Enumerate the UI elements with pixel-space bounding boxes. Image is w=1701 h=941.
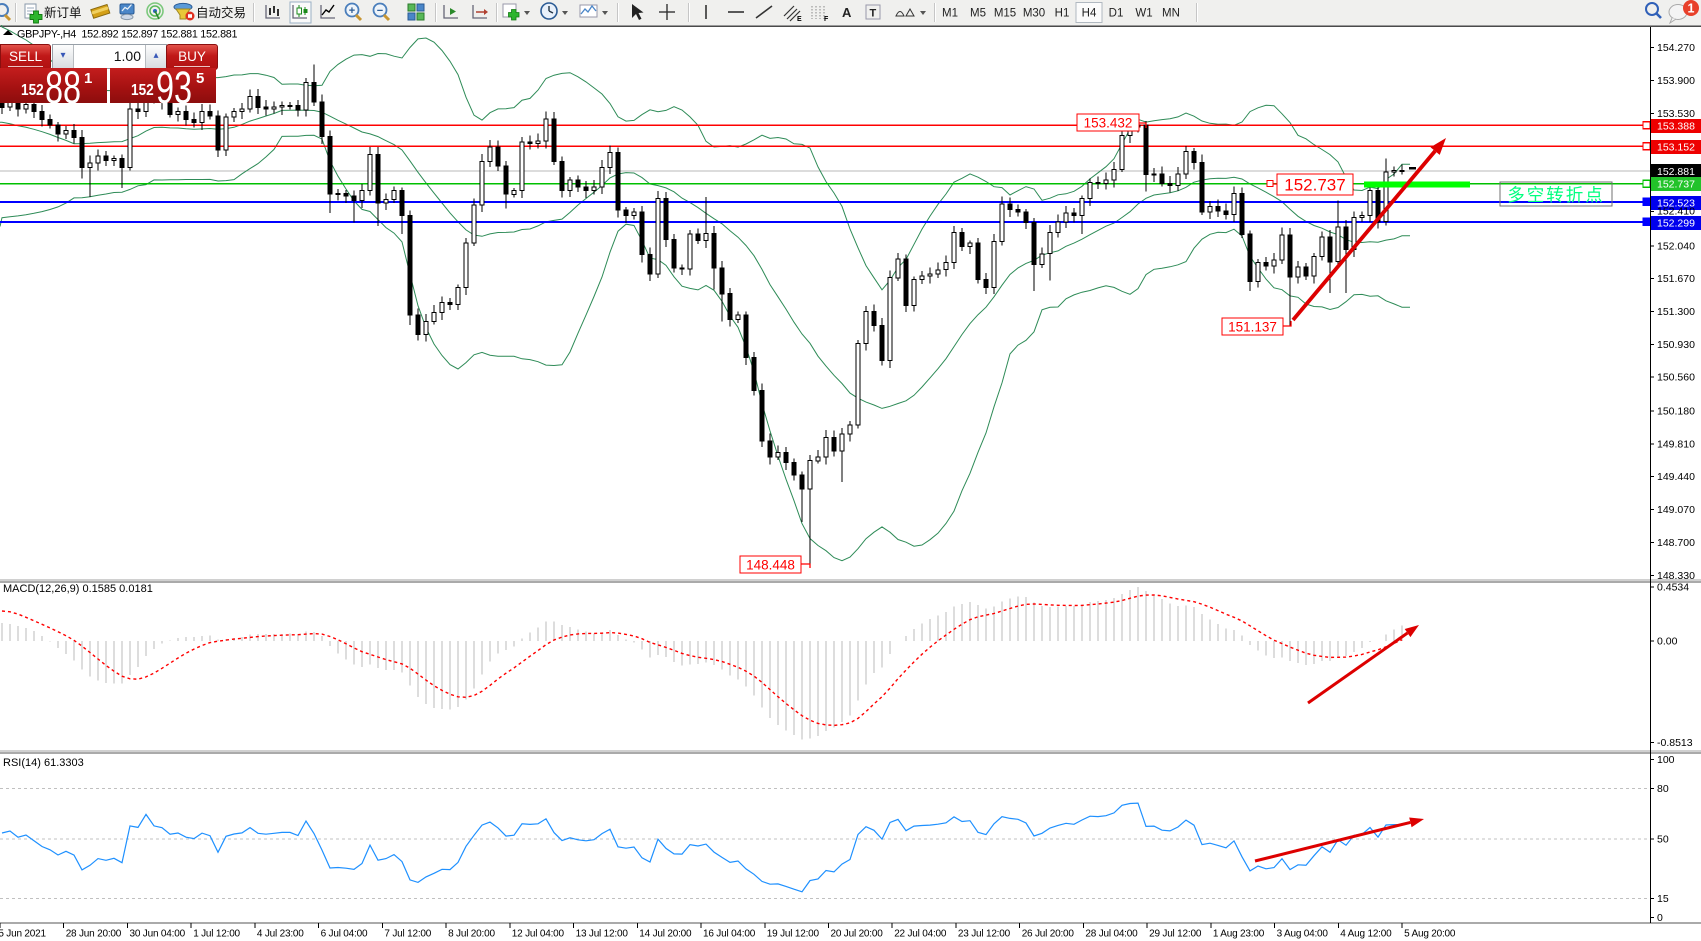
svg-text:154.270: 154.270 — [1657, 42, 1695, 54]
svg-text:153.152: 153.152 — [1657, 142, 1695, 154]
svg-text:29 Jul 12:00: 29 Jul 12:00 — [1149, 929, 1202, 940]
svg-text:19 Jul 12:00: 19 Jul 12:00 — [767, 929, 820, 940]
svg-text:15: 15 — [1657, 893, 1669, 905]
svg-text:H1: H1 — [1055, 8, 1070, 20]
svg-text:30 Jun 04:00: 30 Jun 04:00 — [130, 929, 186, 940]
svg-text:D1: D1 — [1109, 8, 1124, 20]
svg-text:M5: M5 — [970, 8, 986, 20]
svg-text:新订单: 新订单 — [44, 5, 82, 20]
svg-text:6 Jul 04:00: 6 Jul 04:00 — [321, 929, 368, 940]
svg-text:152.410: 152.410 — [1657, 206, 1695, 218]
svg-text:50: 50 — [1657, 834, 1669, 846]
svg-text:150.560: 150.560 — [1657, 372, 1695, 384]
svg-text:152.040: 152.040 — [1657, 240, 1695, 252]
svg-text:7 Jul 12:00: 7 Jul 12:00 — [384, 929, 431, 940]
svg-text:152.881: 152.881 — [1657, 166, 1695, 178]
svg-text:100: 100 — [1657, 754, 1675, 766]
svg-text:1: 1 — [1688, 2, 1695, 16]
svg-text:153.900: 153.900 — [1657, 75, 1695, 87]
svg-text:152.737: 152.737 — [1657, 179, 1695, 191]
svg-text:12 Jul 04:00: 12 Jul 04:00 — [512, 929, 565, 940]
svg-text:152.737: 152.737 — [1284, 176, 1345, 195]
svg-text:3 Aug 04:00: 3 Aug 04:00 — [1277, 929, 1329, 940]
svg-text:153.388: 153.388 — [1657, 121, 1695, 133]
svg-text:1 Aug 23:00: 1 Aug 23:00 — [1213, 929, 1265, 940]
svg-text:26 Jul 20:00: 26 Jul 20:00 — [1022, 929, 1075, 940]
svg-text:148.330: 148.330 — [1657, 570, 1695, 582]
svg-text:152.523: 152.523 — [1657, 198, 1695, 210]
svg-text:16 Jul 04:00: 16 Jul 04:00 — [703, 929, 756, 940]
svg-text:20 Jul 20:00: 20 Jul 20:00 — [831, 929, 884, 940]
svg-text:5 Aug 20:00: 5 Aug 20:00 — [1404, 929, 1456, 940]
svg-text:22 Jul 04:00: 22 Jul 04:00 — [894, 929, 947, 940]
svg-text:T: T — [870, 8, 877, 20]
svg-text:1 Jul 12:00: 1 Jul 12:00 — [193, 929, 240, 940]
svg-text:E: E — [797, 16, 802, 23]
svg-text:GBPJPY-,H4 152.892 152.897 15: GBPJPY-,H4 152.892 152.897 152.881 152.8… — [17, 29, 238, 41]
svg-text:M15: M15 — [994, 8, 1016, 20]
svg-text:148.700: 148.700 — [1657, 537, 1695, 549]
svg-text:148.448: 148.448 — [746, 557, 795, 572]
svg-text:23 Jul 12:00: 23 Jul 12:00 — [958, 929, 1011, 940]
svg-text:4 Aug 12:00: 4 Aug 12:00 — [1340, 929, 1392, 940]
svg-text:MACD(12,26,9) 0.1585 0.0181: MACD(12,26,9) 0.1585 0.0181 — [3, 583, 153, 595]
svg-text:153.530: 153.530 — [1657, 108, 1695, 120]
svg-text:W1: W1 — [1135, 8, 1152, 20]
svg-text:28 Jul 04:00: 28 Jul 04:00 — [1085, 929, 1138, 940]
svg-text:151.137: 151.137 — [1228, 319, 1277, 334]
svg-text:151.300: 151.300 — [1657, 306, 1695, 318]
svg-text:RSI(14) 61.3303: RSI(14) 61.3303 — [3, 757, 84, 769]
svg-text:A: A — [842, 5, 852, 20]
svg-text:H4: H4 — [1082, 8, 1097, 20]
svg-text:150.180: 150.180 — [1657, 406, 1695, 418]
svg-text:153.432: 153.432 — [1084, 115, 1133, 130]
svg-text:0.4534: 0.4534 — [1657, 582, 1689, 594]
svg-text:0.00: 0.00 — [1657, 636, 1678, 648]
svg-text:+: + — [349, 5, 355, 17]
svg-text:4 Jul 23:00: 4 Jul 23:00 — [257, 929, 304, 940]
svg-text:自动交易: 自动交易 — [196, 5, 246, 20]
svg-text:149.070: 149.070 — [1657, 504, 1695, 516]
svg-text:多空转折点: 多空转折点 — [1507, 185, 1605, 205]
svg-text:152.299: 152.299 — [1657, 218, 1695, 230]
svg-text:25 Jun 2021: 25 Jun 2021 — [0, 929, 46, 940]
svg-text:80: 80 — [1657, 783, 1669, 795]
svg-text:M30: M30 — [1023, 8, 1045, 20]
svg-text:−: − — [377, 5, 383, 17]
svg-text:0: 0 — [1657, 912, 1663, 924]
svg-text:149.810: 149.810 — [1657, 438, 1695, 450]
svg-text:14 Jul 20:00: 14 Jul 20:00 — [639, 929, 692, 940]
svg-text:28 Jun 20:00: 28 Jun 20:00 — [66, 929, 122, 940]
svg-text:8 Jul 20:00: 8 Jul 20:00 — [448, 929, 495, 940]
svg-text:151.670: 151.670 — [1657, 273, 1695, 285]
svg-text:13 Jul 12:00: 13 Jul 12:00 — [576, 929, 629, 940]
svg-text:F: F — [824, 16, 829, 23]
svg-text:M1: M1 — [942, 8, 958, 20]
svg-text:-0.8513: -0.8513 — [1657, 737, 1693, 749]
svg-text:MN: MN — [1162, 8, 1180, 20]
svg-text:150.930: 150.930 — [1657, 339, 1695, 351]
svg-text:149.440: 149.440 — [1657, 471, 1695, 483]
